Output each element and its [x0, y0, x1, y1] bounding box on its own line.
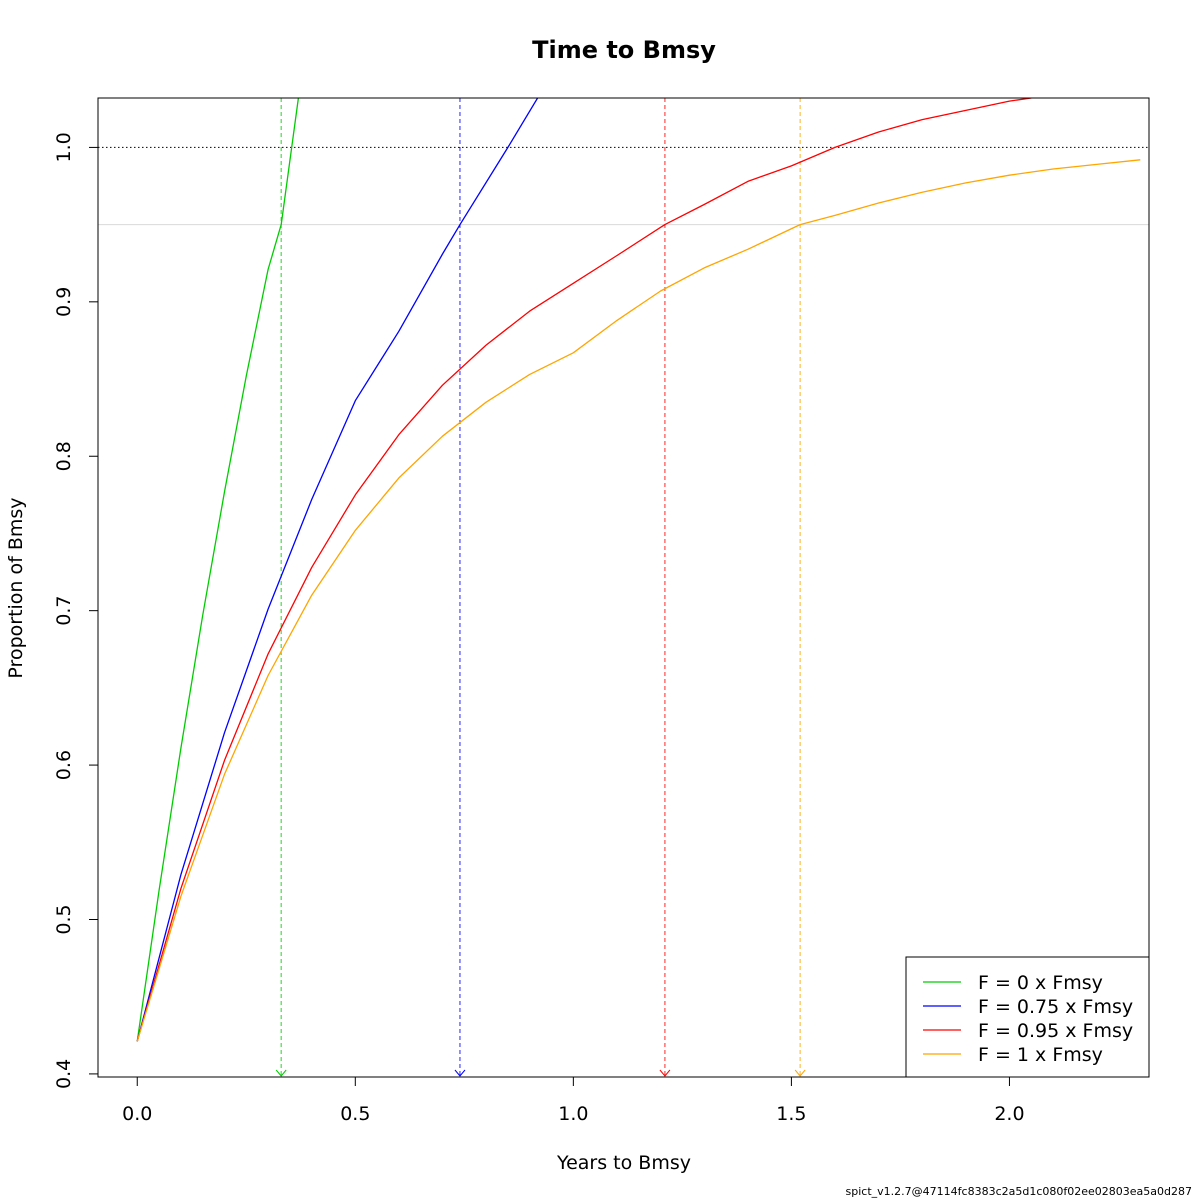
y-tick-label: 0.8	[53, 441, 75, 471]
y-axis-label: Proportion of Bmsy	[5, 497, 27, 678]
x-tick-label: 2.0	[994, 1103, 1024, 1125]
time-marker-arrow-1	[454, 1069, 466, 1077]
x-tick-label: 0.0	[122, 1103, 152, 1125]
x-tick-label: 1.0	[558, 1103, 588, 1125]
legend-label-0: F = 0 x Fmsy	[978, 972, 1103, 994]
series-layer	[136, 98, 1141, 1042]
y-axis: 0.4 0.5 0.6 0.7 0.8 0.9 1.0	[53, 132, 99, 1089]
legend-box	[905, 956, 1150, 1078]
x-axis-label: Years to Bmsy	[556, 1152, 691, 1174]
series-line-0	[136, 98, 300, 1042]
time-markers	[275, 98, 806, 1077]
legend-label-3: F = 1 x Fmsy	[978, 1044, 1103, 1066]
y-tick-label: 0.4	[53, 1059, 75, 1089]
y-tick-label: 0.9	[53, 287, 75, 317]
series-line-2	[136, 98, 1032, 1042]
y-tick-label: 1.0	[53, 132, 75, 162]
legend-label-1: F = 0.75 x Fmsy	[978, 996, 1133, 1018]
plot-frame	[97, 97, 1150, 1078]
time-marker-arrow-0	[275, 1069, 287, 1077]
y-tick-label: 0.7	[53, 596, 75, 626]
series-line-3	[136, 159, 1141, 1042]
y-tick-label: 0.6	[53, 750, 75, 780]
time-marker-arrow-3	[794, 1069, 806, 1077]
series-line-1	[136, 98, 539, 1042]
legend-label-2: F = 0.95 x Fmsy	[978, 1020, 1133, 1042]
chart-title: Time to Bmsy	[532, 36, 716, 64]
x-axis: 0.0 0.5 1.0 1.5 2.0	[122, 1076, 1025, 1125]
y-tick-label: 0.5	[53, 904, 75, 934]
x-tick-label: 0.5	[340, 1103, 370, 1125]
footer-note: spict_v1.2.7@47114fc8383c2a5d1c080f02ee0…	[845, 1185, 1192, 1198]
x-tick-label: 1.5	[776, 1103, 806, 1125]
reference-lines	[98, 146, 1149, 226]
time-marker-arrow-2	[659, 1069, 671, 1077]
